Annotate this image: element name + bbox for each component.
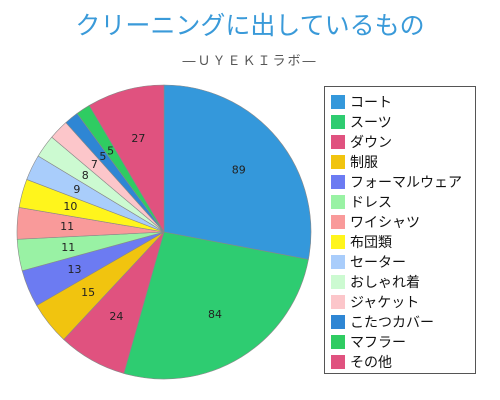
legend-item[interactable]: 布団類: [331, 232, 475, 252]
legend-swatch: [331, 215, 345, 229]
chart-title: クリーニングに出しているもの: [75, 11, 425, 40]
legend-label: スーツ: [350, 115, 392, 131]
legend-item[interactable]: スーツ: [331, 112, 475, 132]
chart-subtitle: ―ＵＹＥＫＩラボ―: [182, 54, 318, 69]
legend-label: コート: [350, 95, 392, 111]
legend-item[interactable]: ドレス: [331, 192, 475, 212]
legend-swatch: [331, 135, 345, 149]
slice-value-label: 8: [82, 169, 89, 182]
pie-slice[interactable]: [88, 84, 165, 234]
slice-value-label: 5: [99, 150, 106, 163]
slice-value-label: 24: [109, 310, 123, 323]
slice-value-label: 15: [81, 286, 95, 299]
legend-item[interactable]: フォーマルウェア: [331, 172, 475, 192]
legend-item[interactable]: セーター: [331, 252, 475, 272]
legend-label: 布団類: [350, 235, 392, 251]
legend-item[interactable]: ダウン: [331, 132, 475, 152]
legend-label: ワイシャツ: [350, 215, 420, 231]
legend-item[interactable]: 制服: [331, 152, 475, 172]
slice-value-label: 84: [208, 308, 222, 321]
legend-label: おしゃれ着: [350, 275, 420, 291]
legend-label: その他: [350, 355, 392, 371]
legend-item[interactable]: その他: [331, 352, 475, 372]
legend-item[interactable]: マフラー: [331, 332, 475, 352]
slice-value-label: 89: [232, 164, 246, 177]
slice-value-label: 7: [91, 158, 98, 171]
legend-label: こたつカバー: [350, 315, 434, 331]
legend-label: マフラー: [350, 335, 406, 351]
slice-value-label: 27: [131, 132, 145, 145]
legend-swatch: [331, 255, 345, 269]
legend-swatch: [331, 175, 345, 189]
legend-label: ドレス: [350, 195, 392, 211]
legend-label: フォーマルウェア: [350, 175, 462, 191]
slice-value-label: 11: [61, 241, 75, 254]
chart-legend: コートスーツダウン制服フォーマルウェア ドレスワイシャツ布団類セーターおしゃれ着ジ…: [324, 86, 476, 374]
slice-value-label: 5: [107, 145, 114, 158]
legend-swatch: [331, 95, 345, 109]
legend-item[interactable]: コート: [331, 92, 475, 112]
legend-item[interactable]: ジャケット: [331, 292, 475, 312]
slice-value-label: 13: [67, 263, 81, 276]
legend-swatch: [331, 235, 345, 249]
pie-slice[interactable]: [163, 84, 312, 260]
legend-swatch: [331, 295, 345, 309]
legend-swatch: [331, 195, 345, 209]
legend-label: ジャケット: [350, 295, 420, 311]
slice-value-label: 11: [60, 220, 74, 233]
legend-swatch: [331, 355, 345, 369]
slice-value-label: 9: [73, 183, 80, 196]
legend-item[interactable]: ワイシャツ: [331, 212, 475, 232]
legend-label: セーター: [350, 255, 406, 271]
legend-swatch: [331, 115, 345, 129]
legend-item[interactable]: おしゃれ着: [331, 272, 475, 292]
legend-label: 制服: [350, 155, 378, 171]
legend-swatch: [331, 315, 345, 329]
slice-value-label: 10: [63, 200, 77, 213]
pie-slice[interactable]: [123, 231, 309, 380]
legend-label: ダウン: [350, 135, 392, 151]
legend-item[interactable]: こたつカバー: [331, 312, 475, 332]
legend-swatch: [331, 335, 345, 349]
legend-swatch: [331, 155, 345, 169]
legend-swatch: [331, 275, 345, 289]
